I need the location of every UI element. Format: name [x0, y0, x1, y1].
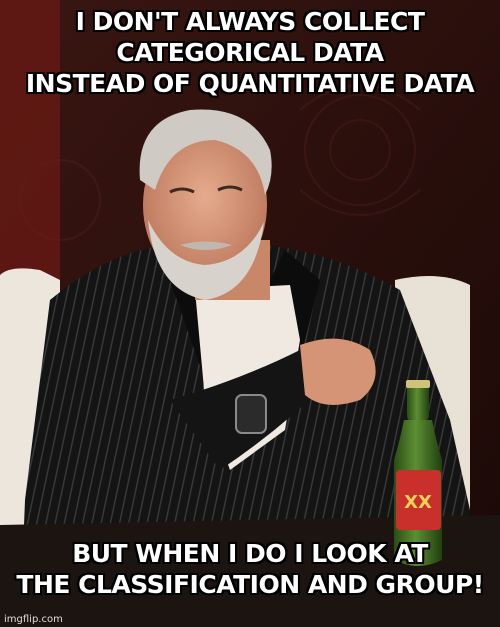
beer-bottle: XX [394, 380, 442, 566]
top-caption-line-1: I DON'T ALWAYS COLLECT [75, 6, 426, 36]
imgflip-watermark[interactable]: imgflip.com [4, 614, 63, 625]
curtain [0, 0, 60, 300]
bottom-caption-line-2: THE CLASSIFICATION AND GROUP! [16, 569, 485, 599]
wristwatch [235, 394, 267, 434]
gray-hair [139, 109, 272, 195]
bottom-caption-line-1: BUT WHEN I DO I LOOK AT [71, 538, 429, 568]
beard [148, 220, 264, 300]
bottle-label [396, 470, 441, 530]
bottle-label-text: XX [404, 492, 432, 513]
face [143, 125, 267, 285]
bottom-caption: BUT WHEN I DO I LOOK AT THE CLASSIFICATI… [0, 538, 500, 600]
fist [300, 338, 376, 405]
top-caption-line-3: INSTEAD OF QUANTITATIVE DATA [25, 68, 475, 98]
top-caption-line-2: CATEGORICAL DATA [116, 37, 385, 67]
top-caption: I DON'T ALWAYS COLLECT CATEGORICAL DATA … [0, 6, 500, 99]
table [0, 515, 500, 627]
